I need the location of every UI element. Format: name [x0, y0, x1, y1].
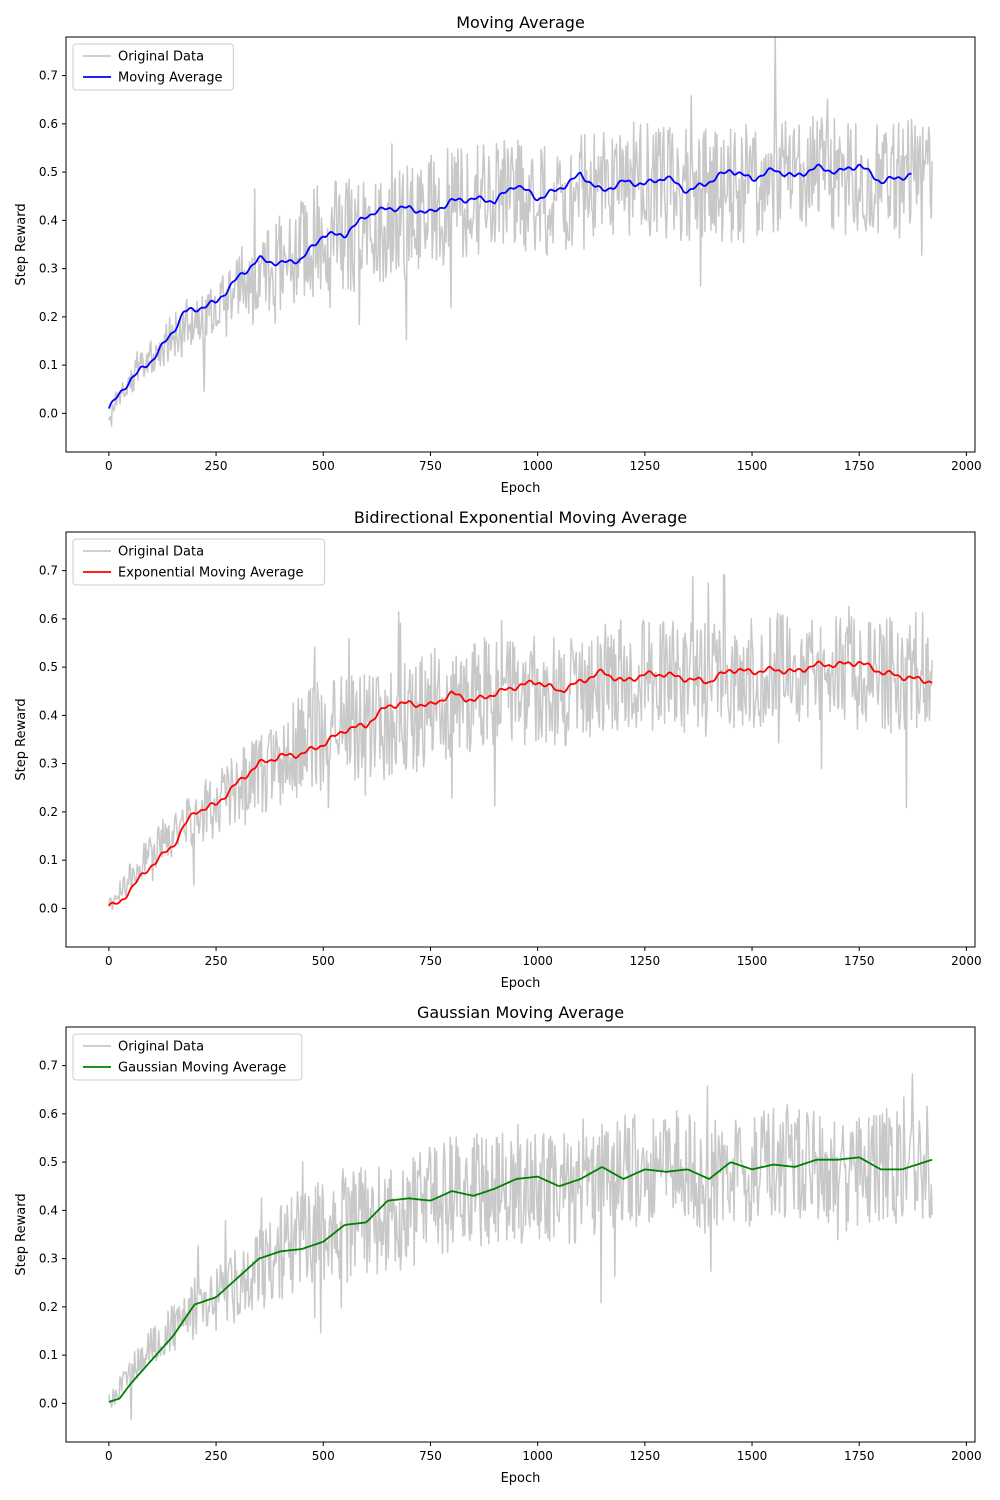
- y-tick-label: 0.7: [39, 1059, 58, 1073]
- x-tick-label: 1250: [630, 459, 661, 473]
- chart-title: Bidirectional Exponential Moving Average: [354, 508, 687, 527]
- x-tick-label: 2000: [951, 1449, 982, 1463]
- x-tick-label: 500: [312, 1449, 335, 1463]
- y-tick-label: 0.5: [39, 660, 58, 674]
- legend: Original Data Gaussian Moving Average: [72, 1033, 303, 1081]
- x-tick-label: 1000: [522, 954, 553, 968]
- x-tick-label: 2000: [951, 459, 982, 473]
- x-tick-label: 750: [419, 954, 442, 968]
- y-tick-label: 0.0: [39, 406, 58, 420]
- y-tick-label: 0.3: [39, 1252, 58, 1266]
- y-tick-label: 0.1: [39, 853, 58, 867]
- series-line-1: [108, 1073, 933, 1421]
- x-tick-label: 750: [419, 1449, 442, 1463]
- legend-box: [72, 43, 234, 91]
- x-tick-label: 1750: [844, 1449, 875, 1463]
- x-axis-label: Epoch: [501, 481, 541, 496]
- chart-title: Gaussian Moving Average: [417, 1003, 624, 1022]
- y-tick-label: 0.0: [39, 901, 58, 915]
- chart-panel-3: 0 250 500 750 1000 1250 1500 1750 2000 0.0 0.1 0.2 0…: [14, 1003, 982, 1486]
- y-tick-label: 0.3: [39, 757, 58, 771]
- x-tick-label: 250: [205, 1449, 228, 1463]
- x-tick-label: 250: [205, 459, 228, 473]
- x-axis-label: Epoch: [501, 976, 541, 991]
- y-tick-label: 0.7: [39, 69, 58, 83]
- y-tick-label: 0.3: [39, 262, 58, 276]
- x-tick-label: 750: [419, 459, 442, 473]
- series-line-1: [108, 37, 933, 427]
- x-tick-label: 2000: [951, 954, 982, 968]
- x-tick-label: 1750: [844, 954, 875, 968]
- legend-label: Original Data: [118, 545, 204, 560]
- series-line-2: [108, 163, 912, 409]
- x-tick-label: 500: [312, 954, 335, 968]
- x-axis-label: Epoch: [501, 1471, 541, 1486]
- chart-panel-1: 0 250 500 750 1000 1250 1500 1750 2000 0.0 0.1 0.2 0…: [14, 13, 982, 496]
- legend-label: Original Data: [118, 50, 204, 65]
- y-tick-label: 0.2: [39, 1300, 58, 1314]
- y-tick-label: 0.4: [39, 213, 58, 227]
- series-line-2: [108, 1156, 933, 1403]
- y-tick-label: 0.1: [39, 358, 58, 372]
- y-tick-label: 0.5: [39, 1155, 58, 1169]
- y-tick-label: 0.4: [39, 1203, 58, 1217]
- x-tick-label: 500: [312, 459, 335, 473]
- x-tick-label: 1500: [737, 1449, 768, 1463]
- y-tick-label: 0.0: [39, 1396, 58, 1410]
- y-tick-label: 0.6: [39, 1107, 58, 1121]
- x-tick-label: 1250: [630, 1449, 661, 1463]
- plot-area: [66, 37, 975, 452]
- x-tick-label: 0: [105, 459, 113, 473]
- legend: Original Data Exponential Moving Average: [72, 538, 326, 586]
- y-tick-label: 0.2: [39, 310, 58, 324]
- y-tick-label: 0.4: [39, 708, 58, 722]
- x-tick-label: 1500: [737, 459, 768, 473]
- x-tick-label: 1000: [522, 1449, 553, 1463]
- legend: Original Data Moving Average: [72, 43, 234, 91]
- y-axis-label: Step Reward: [14, 698, 29, 780]
- plot-area: [66, 1027, 975, 1442]
- legend-label: Exponential Moving Average: [118, 566, 304, 581]
- legend-box: [72, 538, 326, 586]
- y-tick-label: 0.5: [39, 165, 58, 179]
- legend-label: Gaussian Moving Average: [118, 1061, 286, 1076]
- plot-frame: [65, 36, 976, 453]
- y-axis-label: Step Reward: [14, 1193, 29, 1275]
- series-line-2: [108, 660, 933, 907]
- plot-frame: [65, 531, 976, 948]
- x-tick-label: 0: [105, 1449, 113, 1463]
- x-tick-label: 1750: [844, 459, 875, 473]
- x-tick-label: 1250: [630, 954, 661, 968]
- y-tick-label: 0.2: [39, 805, 58, 819]
- series-line-1: [108, 573, 933, 911]
- y-tick-label: 0.6: [39, 612, 58, 626]
- legend-box: [72, 1033, 303, 1081]
- y-axis-label: Step Reward: [14, 203, 29, 285]
- legend-label: Moving Average: [118, 71, 222, 86]
- y-tick-label: 0.1: [39, 1348, 58, 1362]
- plot-area: [66, 532, 975, 947]
- x-tick-label: 250: [205, 954, 228, 968]
- legend-label: Original Data: [118, 1040, 204, 1055]
- y-tick-label: 0.6: [39, 117, 58, 131]
- plot-frame: [65, 1026, 976, 1443]
- x-tick-label: 1500: [737, 954, 768, 968]
- chart-title: Moving Average: [456, 13, 585, 32]
- x-tick-label: 1000: [522, 459, 553, 473]
- chart-panel-2: 0 250 500 750 1000 1250 1500 1750 2000 0.0 0.1 0.2 0…: [14, 508, 982, 991]
- y-tick-label: 0.7: [39, 564, 58, 578]
- x-tick-label: 0: [105, 954, 113, 968]
